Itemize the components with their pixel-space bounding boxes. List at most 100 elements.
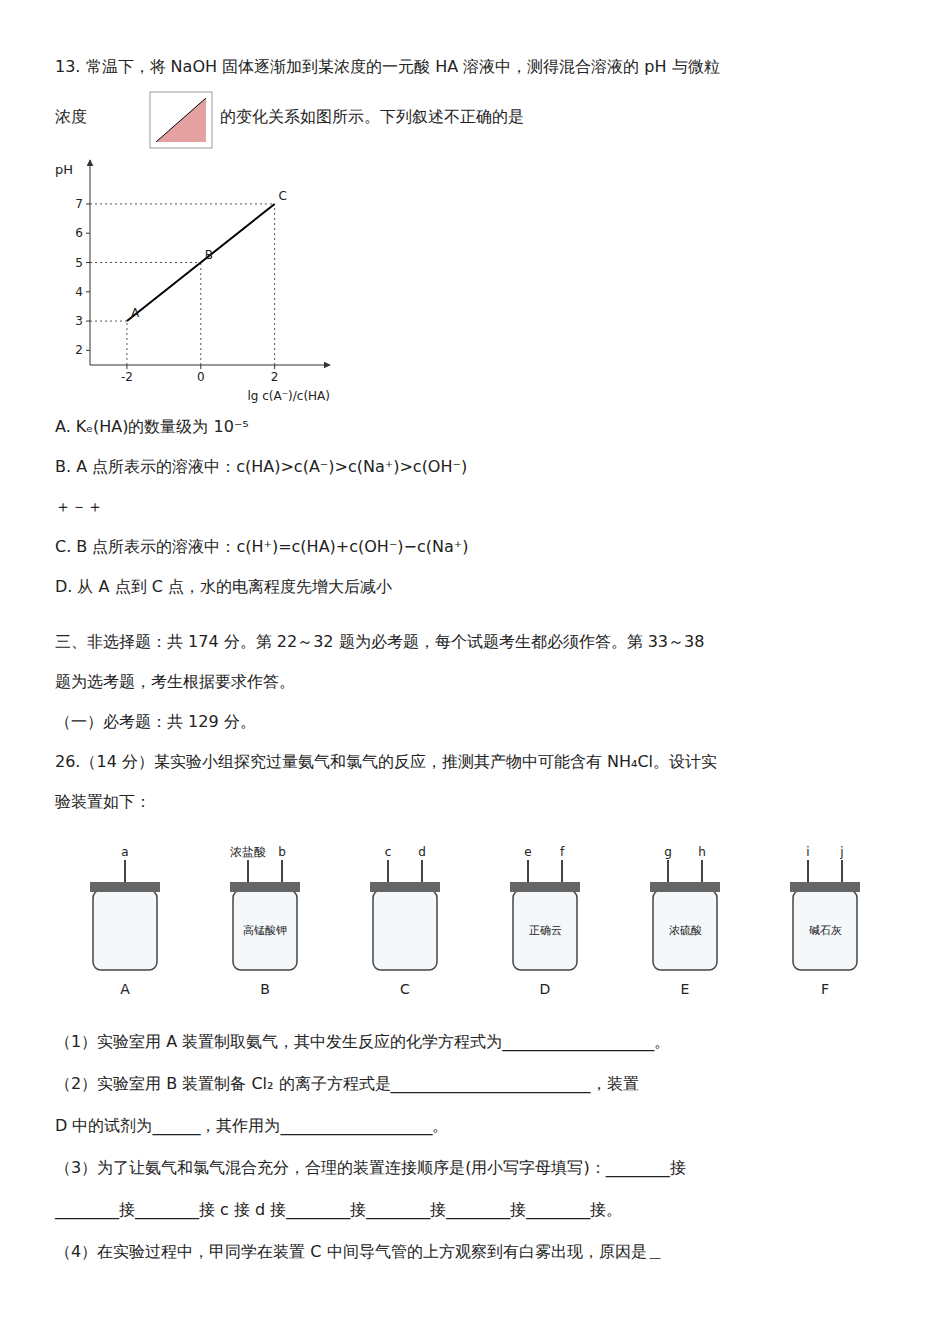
y-tick — [86, 291, 90, 292]
vessel — [513, 890, 577, 970]
y-tick-label: 6 — [75, 226, 83, 240]
tube — [387, 860, 389, 882]
apparatus-item: i j 碱石灰 F — [790, 845, 860, 997]
x-tick-label: 0 — [197, 370, 205, 384]
y-axis-label: pH — [55, 162, 73, 177]
guide-line — [90, 203, 275, 204]
y-tick — [86, 233, 90, 234]
stopper — [650, 882, 720, 892]
text-line: C. B 点所表示的溶液中：c(H⁺)=c(HA)+c(OH⁻)−c(Na⁺) — [55, 537, 469, 556]
y-tick — [86, 262, 90, 263]
text-line: （一）必考题：共 129 分。 — [55, 712, 256, 731]
y-tick-label: 5 — [75, 256, 83, 270]
x-axis-label: lg c(A⁻)/c(HA) — [247, 389, 330, 403]
x-tick — [126, 365, 127, 369]
tube — [247, 860, 249, 882]
thumbnail-frame — [150, 92, 212, 148]
port-label: c — [385, 845, 392, 859]
apparatus-name: F — [821, 981, 829, 997]
apparatus-name: B — [260, 981, 270, 997]
reagent-label: 正确云 — [529, 924, 562, 937]
guide-line — [200, 263, 201, 366]
apparatus-name: A — [120, 981, 130, 997]
tube — [421, 860, 423, 882]
y-tick — [86, 321, 90, 322]
guide-line — [90, 262, 201, 263]
text-line: B. A 点所表示的溶液中：c(HA)>c(A⁻)>c(Na⁺)>c(OH⁻) — [55, 457, 467, 476]
y-tick-label: 2 — [75, 343, 83, 357]
y-tick-label: 3 — [75, 314, 83, 328]
tube — [124, 860, 126, 882]
reagent-label: 高锰酸钾 — [243, 924, 287, 937]
text-line: 13. 常温下，将 NaOH 固体逐渐加到某浓度的一元酸 HA 溶液中，测得混合… — [55, 57, 720, 76]
x-tick-label: 2 — [271, 370, 279, 384]
apparatus-item: cdC — [370, 845, 440, 997]
apparatus-item: aA — [90, 845, 160, 997]
stopper — [790, 882, 860, 892]
text-line: 26.（14 分）某实验小组探究过量氨气和氯气的反应，推测其产物中可能含有 NH… — [55, 752, 717, 771]
tube — [841, 860, 843, 882]
port-label: g — [664, 845, 672, 859]
stopper — [510, 882, 580, 892]
vessel — [793, 890, 857, 970]
tube — [667, 860, 669, 882]
apparatus-item: 浓盐酸 b 高锰酸钾 B — [230, 845, 300, 997]
port-label: e — [524, 845, 531, 859]
point-label: A — [131, 306, 140, 320]
tube — [527, 860, 529, 882]
text-line: 题为选考题，考生根据要求作答。 — [55, 672, 295, 691]
text-line: （4）在实验过程中，甲同学在装置 C 中间导气管的上方观察到有白雾出现，原因是＿ — [55, 1242, 663, 1261]
y-tick-label: 7 — [75, 197, 83, 211]
vessel — [373, 890, 437, 970]
port-label: b — [278, 845, 286, 859]
port-label: j — [839, 845, 843, 859]
stopper — [230, 882, 300, 892]
tube — [561, 860, 563, 882]
plot-area — [90, 204, 275, 365]
port-label: i — [806, 845, 809, 859]
x-axis — [90, 365, 330, 366]
apparatus-item: gh浓硫酸E — [650, 845, 720, 997]
stopper — [370, 882, 440, 892]
thumbnail-area — [156, 98, 206, 142]
chart: A B C -2 0 2 2 3 4 5 6 7 pH lg c(A⁻)/c(HA) — [55, 160, 330, 403]
apparatus-item: e f 正确云 D — [510, 845, 580, 997]
stopper — [90, 882, 160, 892]
text-line: D 中的试剂为______，其作用为___________________。 — [55, 1116, 448, 1136]
point-label: C — [279, 189, 287, 203]
text-line: D. 从 A 点到 C 点，水的电离程度先增大后减小 — [55, 577, 392, 596]
text-line: 的变化关系如图所示。下列叙述不正确的是 — [220, 107, 524, 126]
x-tick — [274, 365, 275, 369]
tube — [807, 860, 809, 882]
text-line: A. Kₑ(HA)的数量级为 10⁻⁵ — [55, 417, 249, 436]
y-tick-label: 4 — [75, 285, 83, 299]
tube — [701, 860, 703, 882]
port-label: 浓盐酸 — [230, 845, 266, 859]
port-label: h — [698, 845, 706, 859]
y-tick — [86, 350, 90, 351]
apparatus: aA浓盐酸b高锰酸钾BcdCef正确云Dgh浓硫酸Eij碱石灰F — [90, 845, 860, 997]
tube — [281, 860, 283, 882]
reagent-label: 浓硫酸 — [669, 924, 702, 937]
port-label: f — [560, 845, 565, 859]
text-line: 三、非选择题：共 174 分。第 22～32 题为必考题，每个试题考生都必须作答… — [55, 632, 704, 651]
port-label: d — [418, 845, 426, 859]
vessel — [653, 890, 717, 970]
y-tick — [86, 203, 90, 204]
port-label: a — [121, 845, 128, 859]
text-line: ＋－＋ — [55, 497, 103, 516]
x-tick — [200, 365, 201, 369]
text-line: ________接________接 c 接 d 接________接_____… — [54, 1200, 622, 1220]
guide-line — [274, 204, 275, 365]
text-line: （3）为了让氨气和氯气混合充分，合理的装置连接顺序是(用小写字母填写)：____… — [55, 1158, 686, 1178]
guide-line — [90, 321, 127, 322]
vessel — [233, 890, 297, 970]
vessel — [93, 890, 157, 970]
reagent-label: 碱石灰 — [809, 924, 842, 937]
apparatus-name: D — [540, 981, 551, 997]
x-tick-label: -2 — [121, 370, 133, 384]
point-label: B — [205, 248, 213, 262]
text-line: 验装置如下： — [55, 792, 151, 811]
page: 13. 常温下，将 NaOH 固体逐渐加到某浓度的一元酸 HA 溶液中，测得混合… — [0, 0, 950, 1344]
text-line: （1）实验室用 A 装置制取氨气，其中发生反应的化学方程式为__________… — [55, 1032, 670, 1052]
